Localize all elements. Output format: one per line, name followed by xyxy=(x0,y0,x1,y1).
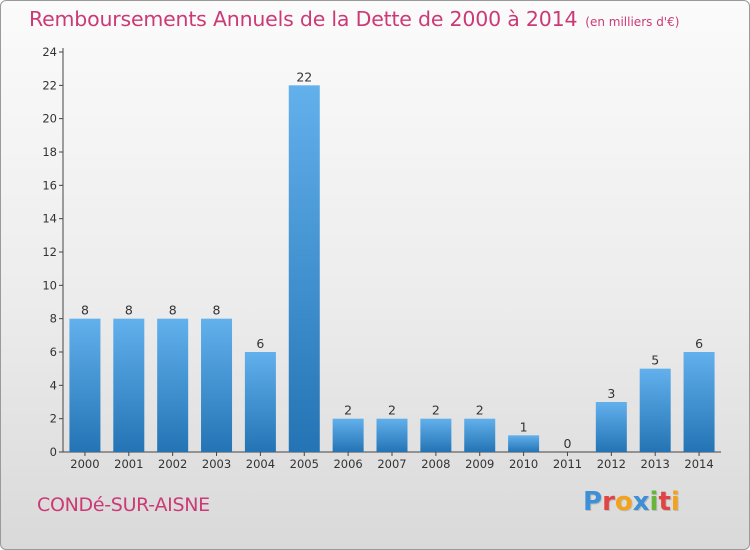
data-label: 2 xyxy=(344,403,352,418)
logo-letter: i xyxy=(649,487,659,517)
logo-letter: t xyxy=(658,487,671,517)
y-tick-label: 12 xyxy=(42,245,57,259)
x-tick-label: 2007 xyxy=(377,457,406,471)
x-tick-label: 2011 xyxy=(553,457,582,471)
x-tick-label: 2004 xyxy=(246,457,275,471)
bar xyxy=(420,418,452,452)
bar xyxy=(244,352,276,452)
x-tick-label: 2009 xyxy=(465,457,494,471)
bar xyxy=(508,435,540,452)
y-tick-label: 0 xyxy=(50,445,57,459)
chart-bars xyxy=(69,85,715,453)
x-tick-label: 2008 xyxy=(421,457,450,471)
data-label: 8 xyxy=(169,303,177,318)
data-label: 3 xyxy=(607,386,615,401)
x-tick-label: 2003 xyxy=(202,457,231,471)
data-label: 6 xyxy=(256,336,264,351)
y-tick-label: 4 xyxy=(50,378,57,392)
x-tick-label: 2000 xyxy=(70,457,99,471)
data-label: 8 xyxy=(125,303,133,318)
x-tick-label: 2010 xyxy=(509,457,538,471)
data-label: 2 xyxy=(476,403,484,418)
data-label: 0 xyxy=(563,436,571,451)
chart-title: Remboursements Annuels de la Dette de 20… xyxy=(29,7,679,31)
chart-title-text: Remboursements Annuels de la Dette de 20… xyxy=(29,7,578,31)
data-label: 2 xyxy=(432,403,440,418)
data-label: 8 xyxy=(213,303,221,318)
x-tick-label: 2005 xyxy=(290,457,319,471)
data-label: 5 xyxy=(651,353,659,368)
y-tick-label: 10 xyxy=(42,278,57,292)
y-tick-label: 20 xyxy=(42,112,57,126)
x-tick-label: 2002 xyxy=(158,457,187,471)
x-tick-label: 2014 xyxy=(684,457,713,471)
bar xyxy=(201,318,233,452)
chart-subtitle: (en milliers d'€) xyxy=(585,15,680,29)
bar xyxy=(332,418,364,452)
data-label: 8 xyxy=(81,303,89,318)
bar xyxy=(639,368,671,452)
bar xyxy=(376,418,408,452)
x-tick-label: 2012 xyxy=(597,457,626,471)
y-tick-label: 14 xyxy=(42,212,57,226)
bar xyxy=(288,85,320,452)
logo-letter: x xyxy=(632,487,650,517)
bar xyxy=(157,318,189,452)
data-label: 1 xyxy=(520,419,528,434)
bar xyxy=(113,318,145,452)
bar xyxy=(683,352,715,452)
bar xyxy=(595,402,627,452)
x-tick-label: 2006 xyxy=(333,457,362,471)
proxiti-logo: Proxiti xyxy=(583,487,680,517)
y-tick-label: 18 xyxy=(42,145,57,159)
y-tick-label: 24 xyxy=(42,45,57,59)
data-label: 22 xyxy=(296,69,312,84)
y-tick-label: 22 xyxy=(42,78,57,92)
data-label: 6 xyxy=(695,336,703,351)
logo-letter: r xyxy=(602,487,615,517)
logo-letter: i xyxy=(670,487,680,517)
x-tick-label: 2001 xyxy=(114,457,143,471)
y-tick-label: 16 xyxy=(42,178,57,192)
commune-name: CONDé-SUR-AISNE xyxy=(37,494,210,516)
y-tick-label: 8 xyxy=(50,312,57,326)
logo-letter: P xyxy=(583,487,603,517)
bar xyxy=(69,318,101,452)
bar xyxy=(464,418,496,452)
x-tick-label: 2013 xyxy=(641,457,670,471)
y-tick-label: 6 xyxy=(50,345,57,359)
logo-letter: o xyxy=(614,487,633,517)
data-label: 2 xyxy=(388,403,396,418)
y-tick-label: 2 xyxy=(50,412,57,426)
